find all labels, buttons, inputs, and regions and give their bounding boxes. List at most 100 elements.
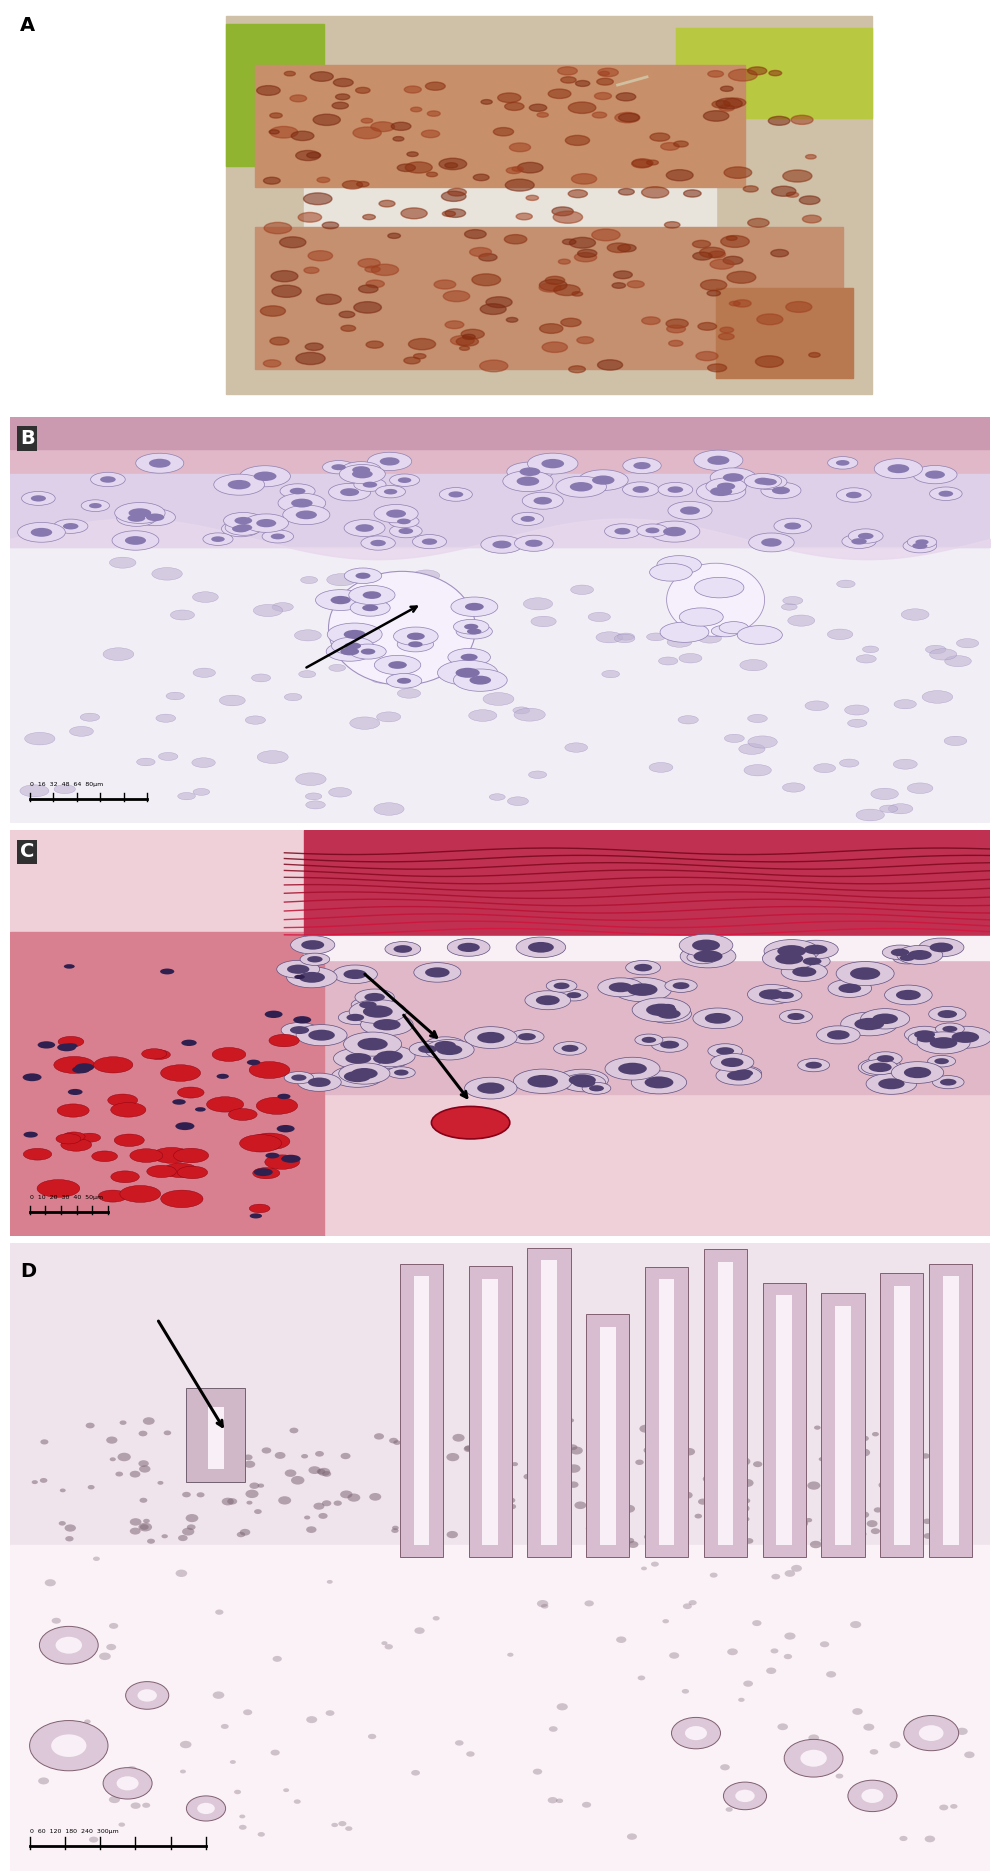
Circle shape [578,471,628,491]
Circle shape [106,1436,117,1444]
Circle shape [871,788,898,799]
Circle shape [442,212,455,216]
Circle shape [771,1573,780,1579]
Circle shape [768,988,802,1003]
Circle shape [137,1689,157,1702]
Circle shape [618,1063,647,1074]
Circle shape [126,1682,169,1710]
Circle shape [391,1528,399,1534]
Circle shape [317,1468,325,1474]
Circle shape [516,214,532,219]
Circle shape [826,1671,836,1678]
Circle shape [139,1431,147,1436]
Circle shape [669,341,683,347]
Circle shape [291,936,335,954]
Circle shape [724,98,746,107]
Circle shape [506,167,522,174]
Bar [835,1305,851,1545]
Circle shape [805,1519,812,1522]
Circle shape [680,945,736,968]
Circle shape [795,1451,805,1457]
Circle shape [784,1654,792,1659]
Circle shape [736,1485,744,1491]
Circle shape [786,191,799,197]
Bar [718,1262,733,1545]
Circle shape [572,292,583,296]
Circle shape [598,979,644,998]
Bar [304,84,716,309]
Circle shape [84,1719,91,1723]
Circle shape [240,1134,282,1151]
Circle shape [646,1003,676,1016]
Bar [943,1277,959,1545]
Circle shape [24,1132,38,1138]
Circle shape [805,701,829,711]
Circle shape [99,1652,111,1659]
Text: C: C [20,842,34,861]
Circle shape [81,501,110,512]
Circle shape [708,1044,742,1057]
Circle shape [808,1734,819,1742]
Circle shape [374,1432,384,1440]
Circle shape [749,532,794,551]
Circle shape [710,488,732,497]
Circle shape [110,1457,116,1461]
Circle shape [331,1822,338,1826]
Bar [586,1314,629,1558]
Circle shape [349,999,406,1024]
Circle shape [290,488,305,495]
Circle shape [75,1063,94,1071]
Circle shape [573,1078,595,1088]
Circle shape [950,1804,958,1809]
Circle shape [45,1579,56,1586]
Circle shape [338,1011,372,1024]
Circle shape [660,1041,679,1048]
Circle shape [235,525,252,531]
Circle shape [363,1005,393,1018]
Circle shape [666,319,688,328]
Circle shape [521,516,535,521]
Circle shape [762,947,816,969]
Circle shape [698,634,721,643]
Circle shape [467,628,481,634]
Circle shape [692,939,720,951]
Circle shape [529,105,547,111]
Circle shape [469,711,497,722]
Circle shape [358,259,380,268]
Circle shape [561,77,576,82]
Circle shape [939,1026,992,1048]
Circle shape [663,527,686,536]
Circle shape [557,1702,568,1710]
Circle shape [924,1534,933,1539]
Bar [304,831,990,943]
Circle shape [678,716,698,724]
Circle shape [856,810,884,821]
Bar [527,1247,571,1558]
Circle shape [753,1461,762,1466]
Circle shape [836,459,849,465]
Circle shape [744,472,782,489]
Text: D: D [20,1262,36,1281]
Circle shape [138,1461,149,1466]
Circle shape [493,128,514,135]
Circle shape [504,234,527,244]
Circle shape [562,1074,606,1091]
Circle shape [346,1014,364,1022]
Circle shape [740,660,767,671]
Circle shape [582,1802,591,1808]
Circle shape [58,1037,84,1046]
Circle shape [278,493,326,514]
Circle shape [397,679,411,684]
Circle shape [308,1466,321,1474]
Circle shape [650,562,692,581]
Circle shape [748,218,769,227]
Circle shape [186,1796,226,1821]
Circle shape [570,1446,583,1455]
Circle shape [118,1453,131,1461]
Circle shape [534,497,552,504]
Circle shape [94,1058,133,1072]
Circle shape [304,193,332,204]
Circle shape [907,784,933,793]
Circle shape [358,1039,388,1050]
Circle shape [727,1648,738,1656]
